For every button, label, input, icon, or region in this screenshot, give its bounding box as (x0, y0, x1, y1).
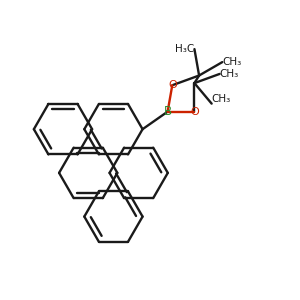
Text: CH₃: CH₃ (220, 69, 239, 79)
Text: O: O (168, 80, 177, 90)
Text: H₃C: H₃C (175, 44, 194, 54)
Text: CH₃: CH₃ (212, 94, 231, 103)
Text: O: O (190, 107, 199, 117)
Text: B: B (164, 105, 172, 118)
Text: CH₃: CH₃ (222, 57, 242, 67)
